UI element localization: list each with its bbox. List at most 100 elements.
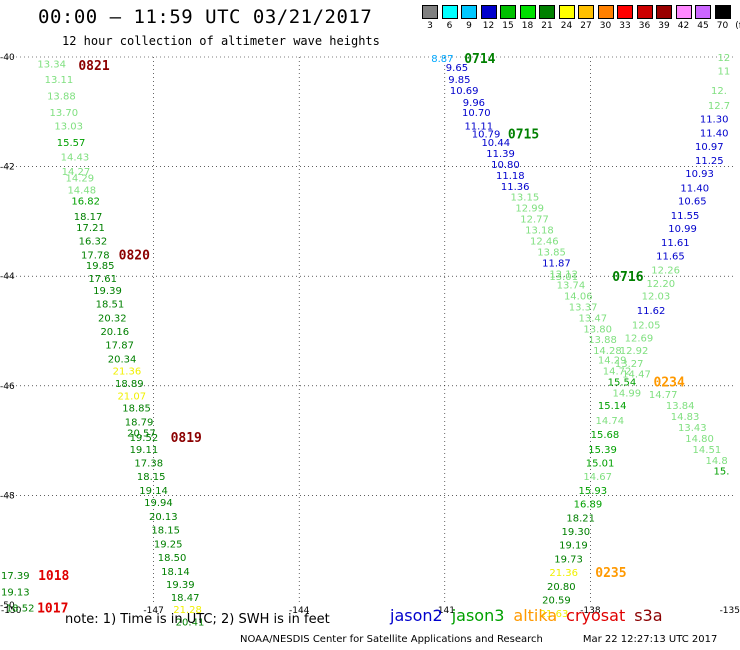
scale-label: 24 xyxy=(560,21,573,31)
wave-height-value: 11.30 xyxy=(700,114,729,125)
wave-height-value: 19.11 xyxy=(130,445,159,456)
wave-height-value: 13.01 xyxy=(549,272,578,283)
wave-height-value: 19.85 xyxy=(86,261,115,272)
scale-swatch xyxy=(675,5,692,19)
pass-time-label: 0715 xyxy=(508,128,539,143)
wave-height-value: 12.77 xyxy=(520,215,549,226)
wave-height-value: 14.74 xyxy=(595,416,624,427)
wave-height-value: 15.93 xyxy=(579,486,608,497)
wave-height-value: 11.11 xyxy=(464,122,493,133)
wave-height-value: 13.15 xyxy=(511,193,540,204)
wave-height-value: 21.28 xyxy=(173,605,202,616)
satellite-jason2-label: jason2 xyxy=(390,606,443,625)
wave-height-value: 21.63 xyxy=(540,609,569,620)
wave-height-value: 13.43 xyxy=(678,423,707,434)
wave-height-value: 16.32 xyxy=(79,237,108,248)
wave-height-value: 14.51 xyxy=(693,445,722,456)
wave-height-value: 19.30 xyxy=(562,527,591,538)
wave-height-value: 17.38 xyxy=(134,459,163,470)
wave-height-value: 14.72 xyxy=(603,366,632,377)
lon-tick-label: -135 xyxy=(720,606,740,616)
scale-label: 3 xyxy=(427,21,433,31)
wave-height-value: 18.14 xyxy=(161,567,190,578)
wave-height-value: 18.17 xyxy=(74,212,103,223)
wave-height-value: 10.97 xyxy=(695,142,724,153)
wave-height-value: 12.99 xyxy=(515,204,544,215)
lon-tick-label: -138 xyxy=(580,606,601,616)
wave-height-value: 20.41 xyxy=(176,617,205,628)
wave-height-value: 13.18 xyxy=(525,226,554,237)
scale-label: 27 xyxy=(580,21,592,31)
scale-swatch xyxy=(636,5,653,19)
wave-height-value: 15.68 xyxy=(591,430,620,441)
wave-height-value: 19.52 xyxy=(130,433,159,444)
wave-height-value: 14.28 xyxy=(593,346,622,357)
wave-height-value: 9.96 xyxy=(463,98,485,109)
wave-height-value: 20.34 xyxy=(108,354,137,365)
wave-height-value: 11 xyxy=(717,67,730,78)
scale-label: 30 xyxy=(599,21,612,31)
axis-labels: -40 -42 -44 -46 -48 -50-150 -147 -144 -141 -138 -1… xyxy=(0,53,740,616)
pass-time-label: 0234 xyxy=(653,375,684,390)
wave-height-value: 11.36 xyxy=(501,182,530,193)
wave-height-value: 18.21 xyxy=(566,513,595,524)
lat-tick-label: -48 xyxy=(0,491,15,501)
wave-height-value: 14.29 xyxy=(598,355,627,366)
scale-swatch xyxy=(714,5,731,19)
wave-height-value: 11.61 xyxy=(661,238,690,249)
scale-swatch xyxy=(519,5,536,19)
wave-height-value: 18.89 xyxy=(115,379,144,390)
wave-height-value: 14.83 xyxy=(671,412,700,423)
wave-height-value: 12.46 xyxy=(530,237,559,248)
wave-height-value: 10.99 xyxy=(668,224,697,235)
wave-height-value: 11.18 xyxy=(496,171,525,182)
page-subtitle: 12 hour collection of altimeter wave hei… xyxy=(62,34,380,48)
wave-height-value: 13.11 xyxy=(45,75,74,86)
wave-height-value: 20.80 xyxy=(547,582,576,593)
wave-height-value: 19.13 xyxy=(1,587,30,598)
wave-height-value: 14.99 xyxy=(612,388,641,399)
scale-label: 70 xyxy=(716,21,729,31)
scale-label: 33 xyxy=(619,21,631,31)
lat-tick-label: -46 xyxy=(0,382,15,392)
wave-height-value: 11.40 xyxy=(680,183,709,194)
units-note: note: 1) Time is in UTC; 2) SWH is in fe… xyxy=(65,612,330,627)
scale-label: 21 xyxy=(541,21,553,31)
scale-label: (ft) xyxy=(735,21,740,31)
scale-label: 12 xyxy=(482,21,495,31)
page-title: 00:00 – 11:59 UTC 03/21/2017 xyxy=(38,6,373,28)
wave-height-value: 10.44 xyxy=(481,138,510,149)
time-label-layer: 0821 0820 0819 1018 1017 0714 0715 0716 0234 0235 xyxy=(37,52,685,617)
wave-height-value: 18.85 xyxy=(122,404,151,415)
satellite-altika-label: altika xyxy=(513,606,558,625)
wave-height-value: 21.36 xyxy=(113,366,142,377)
wave-height-value: 13.27 xyxy=(615,359,644,370)
wave-height-value: 11.39 xyxy=(486,149,515,160)
wave-height-value: 14.47 xyxy=(622,370,651,381)
wave-height-value: 19.94 xyxy=(144,498,173,509)
wave-height-value: 20.57 xyxy=(127,428,156,439)
wave-height-value: 14.80 xyxy=(685,434,714,445)
scale-swatch xyxy=(500,5,516,19)
wave-height-value: 16.89 xyxy=(574,500,603,511)
wave-height-value: 12.92 xyxy=(620,346,649,357)
scale-label: 15 xyxy=(502,21,514,31)
pass-time-label: 0235 xyxy=(595,566,626,581)
wave-height-value: 12.69 xyxy=(625,334,654,345)
wave-height-value: 13.88 xyxy=(588,335,617,346)
wave-height-value: 12.12 xyxy=(549,269,578,280)
observation-layer: 13.34 13.11 13.88 13.70 13.03 15.57 14.43 14.27… xyxy=(1,53,730,628)
wave-height-value: 18.52 xyxy=(6,604,35,615)
wave-height-value: 19.39 xyxy=(93,286,122,297)
pass-time-label: 1017 xyxy=(37,602,68,617)
pass-time-label: 0716 xyxy=(612,270,643,285)
wave-height-value: 18.15 xyxy=(151,525,180,536)
wave-height-value: 20.16 xyxy=(100,327,129,338)
wave-height-value: 15. xyxy=(713,467,729,478)
wave-height-value: 18.15 xyxy=(137,472,166,483)
scale-swatch xyxy=(441,5,458,19)
wave-height-value: 14.8 xyxy=(705,456,727,467)
wave-height-value: 10.65 xyxy=(678,197,707,208)
lat-tick-label: -50 xyxy=(0,601,15,611)
